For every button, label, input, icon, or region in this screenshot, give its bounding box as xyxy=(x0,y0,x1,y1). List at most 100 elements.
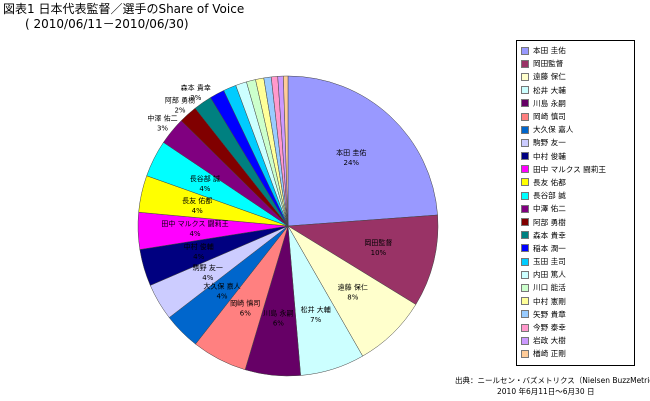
chart-title-block: 図表1 日本代表監督／選手のShare of Voice ( 2010/06/1… xyxy=(3,2,244,32)
legend-item: 川口 能活 xyxy=(521,281,634,294)
legend-swatch xyxy=(521,218,529,227)
legend-swatch xyxy=(521,336,529,345)
legend-swatch xyxy=(521,138,529,147)
pie-slices xyxy=(137,75,439,377)
slice-name-label: 長友 佑都 xyxy=(182,196,212,205)
legend-swatch xyxy=(521,323,529,332)
slice-name-label: 松井 大輔 xyxy=(301,305,331,314)
legend-label: 大久保 嘉人 xyxy=(533,125,574,135)
slice-value-label: 10% xyxy=(371,249,387,257)
slice-value-label: 4% xyxy=(199,185,210,193)
legend-swatch xyxy=(521,59,529,68)
legend-swatch xyxy=(521,297,529,306)
slice-value-label: 4% xyxy=(216,293,227,301)
chart-legend: 本田 圭佑岡田監督遠藤 保仁松井 大輔川島 永嗣岡崎 慎司大久保 嘉人 駒野 友一… xyxy=(516,40,635,366)
slice-value-label: 7% xyxy=(310,316,321,324)
legend-item: 岩政 大樹 xyxy=(521,334,634,347)
source-date: 2010 年6月11日～6月30 日 xyxy=(497,387,595,396)
legend-swatch xyxy=(521,349,529,358)
legend-item: 稲本 潤一 xyxy=(521,242,634,255)
legend-swatch xyxy=(521,283,529,292)
legend-label: 岡崎 慎司 xyxy=(533,112,566,122)
legend-item: 今野 泰幸 xyxy=(521,321,634,334)
source-note: 出典：ニールセン・バズメトリクス（Nielsen BuzzMetrics） 20… xyxy=(455,375,650,397)
slice-name-label: 本田 圭佑 xyxy=(336,148,366,157)
legend-swatch xyxy=(521,152,529,161)
legend-item: 長友 佑都 xyxy=(521,176,634,189)
legend-swatch xyxy=(521,125,529,134)
legend-label: 今野 泰幸 xyxy=(533,323,566,333)
legend-label: 矢野 貴章 xyxy=(533,309,566,319)
legend-item: 森本 貴幸 xyxy=(521,229,634,242)
legend-item: 中澤 佑二 xyxy=(521,202,634,215)
slice-value-label: 6% xyxy=(273,320,284,328)
legend-label: 川口 能活 xyxy=(533,283,566,293)
pie-slice xyxy=(287,214,439,305)
pie-slice xyxy=(287,75,438,227)
slice-name-label: 中村 俊輔 xyxy=(184,242,214,251)
source-line: 出典：ニールセン・バズメトリクス（Nielsen BuzzMetrics） xyxy=(455,376,650,385)
legend-label: 長友 佑都 xyxy=(533,177,566,187)
legend-item: 大久保 嘉人 xyxy=(521,123,634,136)
slice-name-label: 遠藤 保仁 xyxy=(338,283,368,292)
slice-value-label: 2% xyxy=(174,106,185,114)
chart-subtitle: ( 2010/06/11－2010/06/30) xyxy=(25,17,189,31)
legend-label: 内田 篤人 xyxy=(533,270,566,280)
legend-swatch xyxy=(521,310,529,319)
slice-name-label: 駒野 友一 xyxy=(193,263,223,272)
legend-swatch xyxy=(521,204,529,213)
pie-slice xyxy=(283,75,289,227)
legend-item: 中村 俊輔 xyxy=(521,150,634,163)
legend-label: 田中 マルクス 闘莉王 xyxy=(533,164,606,174)
legend-item: 玉田 圭司 xyxy=(521,255,634,268)
legend-item: 長谷部 誠 xyxy=(521,189,634,202)
legend-swatch xyxy=(521,112,529,121)
legend-swatch xyxy=(521,231,529,240)
slice-name-label: 川島 永嗣 xyxy=(263,309,293,318)
slice-value-label: 4% xyxy=(202,274,213,282)
legend-item: 駒野 友一 xyxy=(521,136,634,149)
legend-swatch xyxy=(521,257,529,266)
slice-name-label: 岡田監督 xyxy=(364,238,392,247)
slice-name-label: 長谷部 誠 xyxy=(190,174,220,183)
legend-label: 玉田 圭司 xyxy=(533,257,566,267)
legend-label: 松井 大輔 xyxy=(533,85,566,95)
legend-item: 岡崎 慎司 xyxy=(521,110,634,123)
legend-swatch xyxy=(521,178,529,187)
slice-value-label: 2% xyxy=(190,94,201,102)
slice-name-label: 岡崎 慎司 xyxy=(230,299,260,308)
legend-label: 楢崎 正剛 xyxy=(533,349,566,359)
slice-name-label: 中澤 佑二 xyxy=(147,114,177,123)
legend-item: 中村 憲剛 xyxy=(521,295,634,308)
slice-value-label: 4% xyxy=(189,230,200,238)
legend-label: 本田 圭佑 xyxy=(533,46,566,56)
legend-item: 本田 圭佑 xyxy=(521,44,634,57)
legend-swatch xyxy=(521,46,529,55)
pie-labels: 本田 圭佑 24% 岡田監督 10% 遠藤 保仁 8% 松井 大輔 7% 川島 永嗣 6% 岡崎 慎… xyxy=(147,83,392,328)
slice-value-label: 6% xyxy=(240,310,251,318)
legend-label: 駒野 友一 xyxy=(533,138,566,148)
legend-label: 森本 貴幸 xyxy=(533,230,566,240)
legend-label: 阿部 勇樹 xyxy=(533,217,566,227)
legend-swatch xyxy=(521,191,529,200)
legend-label: 稲本 潤一 xyxy=(533,243,566,253)
legend-item: 川島 永嗣 xyxy=(521,97,634,110)
legend-swatch xyxy=(521,99,529,108)
legend-label: 遠藤 保仁 xyxy=(533,72,566,82)
legend-label: 川島 永嗣 xyxy=(533,98,566,108)
legend-swatch xyxy=(521,165,529,174)
legend-swatch xyxy=(521,270,529,279)
slice-value-label: 24% xyxy=(344,159,360,167)
slice-name-label: 大久保 嘉人 xyxy=(203,282,240,291)
slice-value-label: 4% xyxy=(193,253,204,261)
slice-name-label: 田中 マルクス 闘莉王 xyxy=(161,219,228,228)
legend-label: 中澤 佑二 xyxy=(533,204,566,214)
legend-label: 岡田監督 xyxy=(533,59,564,69)
legend-item: 矢野 貴章 xyxy=(521,308,634,321)
legend-label: 岩政 大樹 xyxy=(533,336,566,346)
slice-value-label: 3% xyxy=(157,125,168,133)
legend-item: 田中 マルクス 闘莉王 xyxy=(521,163,634,176)
slice-name-label: 阿部 勇樹 xyxy=(165,95,195,104)
legend-swatch xyxy=(521,86,529,95)
